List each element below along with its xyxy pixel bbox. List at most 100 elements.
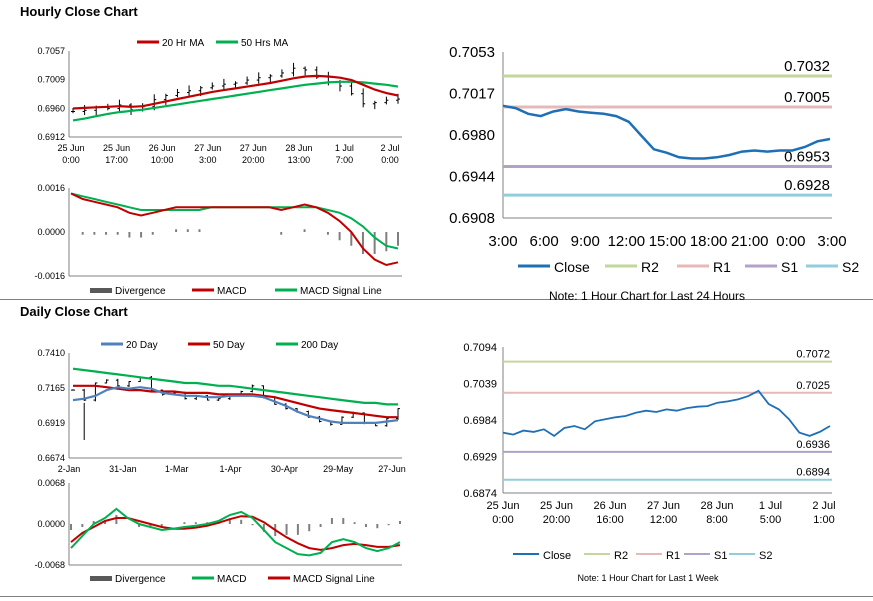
hourly-price-x-tick: 13:00 (288, 155, 311, 165)
hourly-macd-y-tick: 0.0016 (37, 183, 65, 193)
daily-macd-y-tick: -0.0068 (34, 560, 65, 570)
hourly-macd-y-tick: 0.0000 (37, 227, 65, 237)
hourly-section-title: Hourly Close Chart (20, 4, 138, 19)
pivot-week-x-tick: 28 Jun (700, 500, 733, 512)
pivot-week-x-tick: 1 Jul (759, 500, 782, 512)
daily-macd-y-tick: 0.0000 (37, 519, 65, 529)
pivot-week-s1-label: 0.6936 (796, 439, 830, 451)
pivot-week-x-tick: 20:00 (543, 514, 571, 526)
hourly-price-y-tick: 0.7057 (37, 46, 65, 56)
pivot-week-y-tick: 0.7039 (463, 379, 497, 391)
pivot-24h-x-tick: 15:00 (649, 233, 687, 250)
pivot-24h-x-tick: 12:00 (608, 233, 646, 250)
pivot-24h-legend-r2-label: R2 (641, 259, 659, 275)
pivot-week-x-tick: 25 Jun (540, 500, 573, 512)
pivot-week-r2-label: 0.7072 (796, 349, 830, 361)
hourly-20hr-ma-line (72, 74, 399, 110)
hourly-price-x-tick: 3:00 (199, 155, 217, 165)
hourly-50hr-ma-line (72, 80, 399, 122)
pivot-week-x-tick: 27 Jun (647, 500, 680, 512)
hourly-macd-y-tick: -0.0016 (34, 271, 65, 281)
hourly-price-x-tick: 7:00 (336, 155, 354, 165)
pivot-week-x-tick: 1:00 (813, 514, 834, 526)
section-divider (0, 299, 873, 300)
pivot-week-s2-label: 0.6894 (796, 467, 830, 479)
pivot-week-x-tick: 25 Jun (486, 500, 519, 512)
pivot-week-r1-label: 0.7025 (796, 380, 830, 392)
hourly-legend-macd-signal-label: MACD Signal Line (300, 286, 382, 297)
daily-50day-line (73, 384, 398, 419)
pivot-week-y-tick: 0.6874 (463, 488, 497, 500)
daily-macd-y-tick: 0.0068 (37, 478, 65, 488)
pivot-24h-s1-label: 0.6953 (784, 148, 830, 165)
daily-price-x-tick: 31-Jan (109, 464, 137, 474)
pivot-24h-legend-s1-label: S1 (781, 259, 798, 275)
hourly-price-x-tick: 2 Jul (380, 143, 399, 153)
daily-price-y-tick: 0.7165 (37, 383, 65, 393)
pivot-24h-note: Note: 1 Hour Chart for Last 24 Hours (549, 289, 745, 303)
hourly-macd-line (70, 192, 399, 267)
daily-price-x-tick: 27-Jun (378, 464, 406, 474)
pivot-week-legend-s1-label: S1 (714, 550, 727, 562)
pivot-week-note: Note: 1 Hour Chart for Last 1 Week (578, 573, 719, 583)
daily-price-x-tick: 2-Jan (58, 464, 81, 474)
pivot-24h-x-tick: 9:00 (571, 233, 600, 250)
pivot-24h-x-tick: 6:00 (530, 233, 559, 250)
pivot-24h-close-line (502, 104, 831, 160)
pivot-24h-y-tick: 0.7017 (449, 86, 495, 103)
pivot-week-y-tick: 0.6984 (463, 415, 497, 427)
pivot-week-x-tick: 12:00 (650, 514, 678, 526)
pivot-24h-y-tick: 0.6944 (449, 169, 495, 186)
hourly-price-x-tick: 25 Jun (57, 143, 84, 153)
pivot-24h-x-tick: 3:00 (488, 233, 517, 250)
pivot-week-x-tick: 16:00 (596, 514, 624, 526)
daily-price-y-tick: 0.6674 (37, 453, 65, 463)
pivot-week-y-tick: 0.7094 (463, 342, 497, 354)
pivot-24h-legend-s2-label: S2 (842, 259, 859, 275)
hourly-price-x-tick: 17:00 (105, 155, 128, 165)
pivot-week-close-line (502, 389, 831, 438)
daily-price-x-tick: 1-Apr (219, 464, 241, 474)
hourly-price-x-tick: 0:00 (381, 155, 399, 165)
pivot-24h-r1-label: 0.7005 (784, 89, 830, 106)
pivot-week-legend-r2-label: R2 (614, 550, 628, 562)
daily-legend-macd-label: MACD (217, 574, 246, 585)
daily-price-x-tick: 1-Mar (165, 464, 189, 474)
daily-price-y-tick: 0.7410 (37, 348, 65, 358)
pivot-24h-s2-label: 0.6928 (784, 177, 830, 194)
hourly-price-x-tick: 0:00 (62, 155, 80, 165)
daily-20day-line (72, 386, 399, 424)
pivot-week-legend-close-label: Close (543, 550, 571, 562)
hourly-price-x-tick: 26 Jun (149, 143, 176, 153)
daily-legend-macd-signal-label: MACD Signal Line (293, 574, 375, 585)
daily-200day-line (72, 367, 398, 406)
daily-macd-signal-line (70, 515, 401, 551)
pivot-24h-y-tick: 0.6908 (449, 210, 495, 227)
pivot-week-y-tick: 0.6929 (463, 452, 497, 464)
hourly-legend-divergence-swatch (90, 288, 112, 293)
hourly-price-y-tick: 0.6912 (37, 132, 65, 142)
hourly-legend-50hrs-ma-label: 50 Hrs MA (241, 38, 289, 49)
daily-price-y-tick: 0.6919 (37, 418, 65, 428)
pivot-week-x-tick: 0:00 (492, 514, 513, 526)
hourly-legend-divergence-label: Divergence (115, 286, 166, 297)
hourly-price-x-tick: 27 Jun (194, 143, 221, 153)
hourly-legend-20hr-ma-label: 20 Hr MA (162, 38, 205, 49)
pivot-24h-r2-label: 0.7032 (784, 58, 830, 75)
hourly-price-x-tick: 25 Jun (103, 143, 130, 153)
daily-price-x-tick: 29-May (323, 464, 354, 474)
pivot-24h-x-tick: 0:00 (776, 233, 805, 250)
bottom-rule (0, 596, 873, 597)
daily-price-x-tick: 30-Apr (271, 464, 298, 474)
daily-legend-divergence-swatch (90, 576, 112, 581)
hourly-price-y-tick: 0.6960 (37, 103, 65, 113)
pivot-24h-x-tick: 18:00 (690, 233, 728, 250)
hourly-price-x-tick: 28 Jun (285, 143, 312, 153)
pivot-week-legend-s2-label: S2 (759, 550, 772, 562)
pivot-24h-x-tick: 21:00 (731, 233, 769, 250)
pivot-24h-legend-r1-label: R1 (713, 259, 731, 275)
pivot-week-x-tick: 5:00 (760, 514, 781, 526)
hourly-legend-macd-label: MACD (217, 286, 246, 297)
daily-legend-20day-label: 20 Day (126, 340, 158, 351)
